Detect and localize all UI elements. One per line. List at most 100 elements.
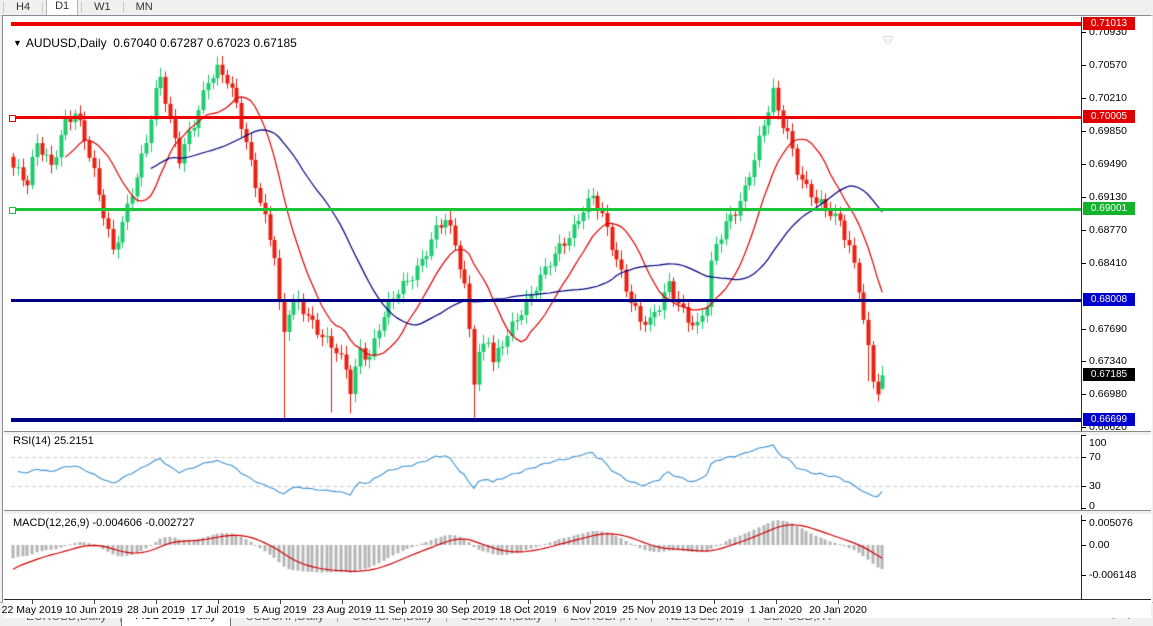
time-axis-tickmark (32, 600, 33, 604)
macd-axis-label: 0.00 (1089, 539, 1110, 551)
macd-axis-tickmark (1081, 520, 1086, 521)
price-level-badge: 0.69001 (1083, 202, 1135, 215)
price-level-badge: 0.68008 (1083, 293, 1135, 306)
price-axis-tickmark (1081, 394, 1086, 395)
price-axis-label: 0.67690 (1089, 323, 1127, 335)
pane-splitter-rsi[interactable] (4, 431, 1151, 436)
time-axis[interactable]: 22 May 2019 10 Jun 2019 28 Jun 2019 17 Jul … (1, 599, 1151, 618)
price-axis-label: 0.69850 (1089, 125, 1127, 137)
rsi-label: RSI(14) 25.2151 (13, 435, 94, 447)
rsi-axis-label: 100 (1089, 437, 1107, 449)
timeframe-button-mn[interactable]: MN (135, 1, 153, 13)
price-level-badge: 0.66699 (1083, 413, 1135, 426)
chart-ohlc-values: 0.67040 0.67287 0.67023 0.67185 (113, 36, 297, 50)
price-axis-label: 0.69490 (1089, 158, 1127, 170)
time-axis-tickmark (280, 600, 281, 604)
time-axis-tickmark (466, 600, 467, 604)
chart-window: ▼ AUDUSD,Daily 0.67040 0.67287 0.67023 0.… (2, 15, 1152, 618)
time-axis-label: 10 Jun 2019 (65, 604, 123, 616)
time-axis-label: 1 Jan 2020 (750, 604, 802, 616)
time-axis-tickmark (404, 600, 405, 604)
price-axis-tickmark (1081, 164, 1086, 165)
time-axis-label: 18 Oct 2019 (499, 604, 557, 616)
time-axis-label: 17 Jul 2019 (190, 604, 246, 616)
macd-axis-tickmark (1081, 575, 1086, 576)
time-axis-label: 25 Nov 2019 (622, 604, 682, 616)
time-axis-tickmark (218, 600, 219, 604)
price-axis-tickmark (1081, 131, 1086, 132)
horizontal-level-line[interactable] (11, 299, 1081, 302)
chart-symbol-label: AUDUSD,Daily (25, 36, 107, 50)
price-axis-label: 0.66980 (1089, 388, 1127, 400)
time-axis-label: 5 Aug 2019 (253, 604, 307, 616)
price-axis-tickmark (1081, 32, 1086, 33)
timeframe-button-h4[interactable]: H4 (16, 1, 31, 13)
chart-dropdown-icon[interactable]: ▼ (13, 38, 22, 48)
time-axis-tickmark (838, 600, 839, 604)
toolbar-separator (81, 2, 83, 13)
price-axis-label: 0.70210 (1089, 92, 1127, 104)
timeframe-button-w1[interactable]: W1 (94, 1, 111, 13)
horizontal-level-line[interactable] (11, 418, 1081, 422)
time-axis-tickmark (94, 600, 95, 604)
chart-shift-marker-icon[interactable] (883, 37, 893, 43)
rsi-axis-label: 70 (1089, 450, 1101, 463)
macd-axis-label: -0.006148 (1089, 569, 1137, 582)
price-axis-tickmark (1081, 361, 1086, 362)
horizontal-level-line[interactable] (9, 206, 1081, 214)
toolbar-separator (3, 2, 4, 13)
macd-axis-tickmark (1081, 545, 1086, 546)
rsi-axis-tickmark (1081, 435, 1086, 436)
macd-axis-label: 0.005076 (1089, 517, 1133, 529)
time-axis-tickmark (590, 600, 591, 604)
chart-title: ▼ AUDUSD,Daily 0.67040 0.67287 0.67023 0.… (13, 36, 297, 50)
time-axis-label: 11 Sep 2019 (374, 604, 434, 616)
time-axis-label: 23 Aug 2019 (312, 604, 372, 616)
price-level-badge: 0.70005 (1083, 110, 1135, 123)
price-axis-label: 0.69130 (1089, 191, 1127, 203)
price-axis-tickmark (1081, 230, 1086, 231)
time-axis-label: 28 Jun 2019 (127, 604, 185, 616)
level-line-handle[interactable] (9, 206, 16, 214)
price-axis-tickmark (1081, 197, 1086, 198)
price-axis-label: 0.67340 (1089, 355, 1127, 367)
price-axis-label: 0.68770 (1089, 224, 1127, 236)
price-axis-label: 0.70570 (1089, 59, 1127, 71)
horizontal-level-line[interactable] (9, 114, 1081, 122)
price-axis-tickmark (1081, 98, 1086, 99)
price-axis-label: 0.68410 (1089, 257, 1127, 269)
toolbar-separator (122, 2, 124, 13)
rsi-axis-tickmark (1081, 508, 1086, 509)
time-axis-label: 22 May 2019 (1, 604, 63, 616)
current-price-badge: 0.67185 (1083, 368, 1135, 381)
plot-right-border (1081, 17, 1082, 599)
time-axis-tickmark (528, 600, 529, 604)
price-axis-tickmark (1081, 329, 1086, 330)
time-axis-tickmark (156, 600, 157, 604)
time-axis-tickmark (714, 600, 715, 604)
level-line-handle[interactable] (9, 114, 16, 122)
time-axis-label: 20 Jan 2020 (809, 604, 867, 616)
price-level-badge: 0.71013 (1083, 17, 1135, 30)
time-axis-label: 30 Sep 2019 (436, 604, 496, 616)
rsi-axis-label: 30 (1089, 480, 1101, 493)
price-axis-tickmark (1081, 427, 1086, 428)
rsi-axis-tickmark (1081, 486, 1086, 487)
chart-canvas[interactable] (3, 16, 1152, 603)
rsi-axis-tickmark (1081, 457, 1086, 458)
toolbar-separator (42, 2, 44, 13)
time-axis-tickmark (342, 600, 343, 604)
macd-label: MACD(12,26,9) -0.004606 -0.002727 (13, 517, 195, 529)
price-axis-tickmark (1081, 65, 1086, 66)
time-axis-label: 13 Dec 2019 (684, 604, 744, 616)
price-axis-tickmark (1081, 263, 1086, 264)
timeframe-toolbar: H4 D1 W1 MN (0, 0, 1153, 16)
time-axis-tickmark (776, 600, 777, 604)
horizontal-level-line[interactable] (11, 22, 1081, 26)
time-axis-label: 6 Nov 2019 (563, 604, 617, 616)
time-axis-tickmark (652, 600, 653, 604)
timeframe-button-d1[interactable]: D1 (46, 0, 79, 16)
pane-splitter-macd[interactable] (4, 510, 1151, 515)
rsi-axis-label: 0 (1089, 500, 1095, 512)
